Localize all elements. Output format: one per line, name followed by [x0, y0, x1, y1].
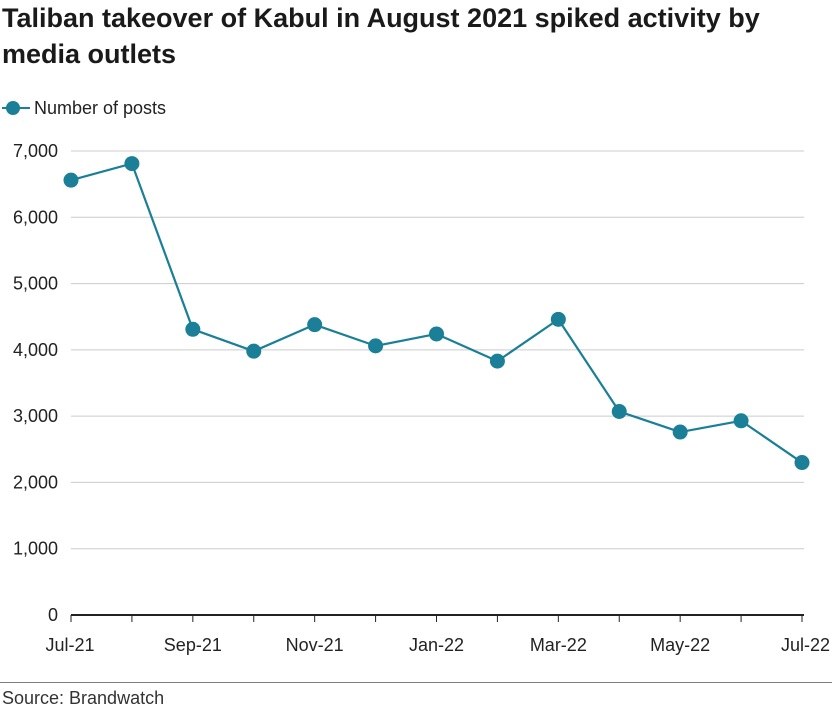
y-tick-label: 7,000 [13, 141, 58, 161]
series-line [70, 162, 803, 464]
x-tick-label: Jul-22 [781, 635, 830, 655]
data-point [246, 343, 262, 359]
data-point [368, 338, 384, 354]
footer-divider [0, 682, 832, 683]
y-tick-label: 4,000 [13, 340, 58, 360]
x-tick-label: Mar-22 [530, 635, 587, 655]
data-point [489, 353, 505, 369]
legend-marker-icon [2, 101, 30, 115]
source-note: Source: Brandwatch [2, 688, 165, 708]
y-tick-label: 3,000 [13, 406, 58, 426]
data-point [733, 413, 749, 429]
data-point [794, 455, 810, 471]
data-point [550, 311, 566, 327]
y-tick-label: 2,000 [13, 472, 58, 492]
y-tick-label: 1,000 [13, 539, 58, 559]
data-point [63, 172, 79, 188]
x-tick-label: Sep-21 [164, 635, 222, 655]
x-tick-label: Jan-22 [409, 635, 464, 655]
x-tick-label: Nov-21 [286, 635, 344, 655]
x-tick-label: Jul-21 [45, 635, 94, 655]
y-tick-label: 5,000 [13, 274, 58, 294]
data-point [307, 317, 323, 333]
chart-title: Taliban takeover of Kabul in August 2021… [2, 3, 760, 69]
data-point [124, 156, 140, 172]
data-point [672, 424, 688, 440]
line-chart: 0 1,000 2,000 3,000 4,000 5,000 6,000 7,000 Jul-… [13, 141, 830, 655]
data-point [185, 321, 201, 337]
legend-label: Number of posts [34, 97, 167, 118]
y-tick-label: 0 [48, 605, 58, 625]
data-point [429, 326, 444, 342]
data-point [611, 404, 627, 420]
legend: Number of posts [2, 94, 166, 122]
x-tick-label: May-22 [650, 635, 710, 655]
y-tick-label: 6,000 [13, 207, 58, 227]
